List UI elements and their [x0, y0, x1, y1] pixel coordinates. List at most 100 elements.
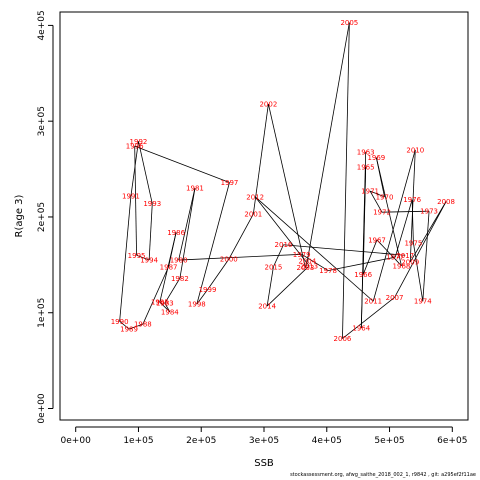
series-segment	[119, 195, 132, 322]
point-label-1975: 1975	[404, 239, 422, 247]
series-segment	[369, 190, 383, 213]
series-segment	[394, 201, 447, 298]
y-axis-title: R(age 3)	[14, 194, 25, 237]
series-segment	[119, 321, 130, 330]
series-segment	[268, 103, 306, 268]
point-label-2004: 2004	[298, 258, 316, 266]
point-label-2009: 2009	[401, 258, 419, 266]
x-axis-title: SSB	[254, 458, 274, 469]
series-segment	[148, 203, 153, 261]
series-segment	[273, 244, 284, 267]
point-label-2002: 2002	[259, 100, 277, 108]
series-segment	[179, 188, 196, 279]
series-segment	[362, 239, 378, 275]
point-label-2017: 2017	[396, 252, 414, 260]
point-label-2001: 2001	[244, 211, 262, 219]
point-label-1995: 1995	[128, 252, 146, 260]
point-label-1994: 1994	[140, 257, 158, 265]
point-label-1991: 1991	[122, 192, 140, 200]
point-label-2011: 2011	[364, 298, 382, 306]
point-label-1964: 1964	[352, 325, 370, 333]
series-segment	[196, 182, 230, 305]
point-label-1983: 1983	[156, 300, 174, 308]
point-label-2012: 2012	[246, 193, 264, 201]
series-segment	[375, 157, 385, 197]
series-segment	[138, 141, 153, 204]
x-tick-label: 3e+05	[249, 436, 279, 446]
series-segment	[306, 22, 350, 262]
point-label-1967: 1967	[368, 236, 386, 244]
series-segment	[369, 190, 385, 198]
point-label-1992: 1992	[130, 138, 148, 146]
point-label-1978: 1978	[319, 267, 337, 275]
point-label-2014: 2014	[258, 303, 276, 311]
series-segment	[342, 297, 395, 339]
point-label-1993: 1993	[143, 200, 161, 208]
x-tick-label: 6e+05	[437, 436, 467, 446]
series-segment	[362, 167, 367, 275]
point-label-1981: 1981	[186, 185, 204, 193]
point-label-1987: 1987	[160, 263, 178, 271]
point-label-1972: 1972	[373, 209, 391, 217]
point-label-2003: 2003	[297, 264, 315, 272]
point-label-1979: 1979	[293, 251, 311, 259]
point-label-2010: 2010	[406, 146, 424, 154]
y-tick-label: 1e+05	[37, 298, 47, 328]
point-label-1997: 1997	[221, 179, 239, 187]
series-segment	[136, 254, 150, 261]
point-label-1989: 1989	[120, 326, 138, 334]
x-tick-label: 1e+05	[123, 436, 153, 446]
series-segment	[409, 201, 447, 263]
point-label-1966: 1966	[354, 271, 372, 279]
point-label-2008: 2008	[437, 198, 455, 206]
point-label-1982: 1982	[171, 275, 189, 283]
plot-frame	[59, 11, 469, 421]
point-label-1996: 1996	[126, 143, 144, 151]
x-tick-label: 4e+05	[312, 436, 342, 446]
series-segment	[394, 199, 413, 258]
series-segment	[266, 266, 274, 307]
series-segment	[254, 196, 310, 267]
series-segment	[283, 244, 406, 256]
series-segment	[409, 149, 416, 262]
point-label-1969: 1969	[367, 154, 385, 162]
point-label-1968: 1968	[393, 262, 411, 270]
series-segment	[159, 301, 171, 313]
point-label-1988: 1988	[134, 321, 152, 329]
point-label-1973: 1973	[420, 208, 438, 216]
series-segment	[376, 239, 402, 267]
series-segment	[128, 323, 143, 330]
series-segment	[381, 210, 430, 213]
series-segment	[266, 265, 310, 307]
point-label-2000: 2000	[220, 256, 238, 264]
point-label-1986: 1986	[167, 229, 185, 237]
point-label-2016: 2016	[275, 241, 293, 249]
point-label-2006: 2006	[334, 335, 352, 343]
point-label-1980: 1980	[170, 257, 188, 265]
point-label-2015: 2015	[265, 263, 283, 271]
point-label-1985: 1985	[151, 299, 169, 307]
series-segment	[196, 289, 208, 305]
series-segment	[168, 232, 177, 267]
y-axis: 0e+00 1e+05 2e+05 3e+05 4e+05	[37, 10, 54, 424]
point-label-1971: 1971	[361, 188, 379, 196]
y-tick-label: 2e+05	[37, 202, 47, 232]
point-label-2013: 2013	[300, 262, 318, 270]
point-label-1974: 1974	[414, 298, 432, 306]
point-label-1998: 1998	[188, 301, 206, 309]
point-label-1976: 1976	[403, 196, 421, 204]
series-segment	[252, 103, 269, 215]
point-label-1999: 1999	[199, 286, 217, 294]
series-segment	[228, 213, 254, 260]
footnote: stockassessment.org, afwg_saithe_2018_00…	[290, 472, 476, 478]
point-label-1984: 1984	[161, 308, 179, 316]
series-segment	[134, 145, 230, 183]
point-label-1990: 1990	[111, 318, 129, 326]
y-tick-label: 0e+00	[37, 393, 47, 424]
point-label-1970: 1970	[376, 193, 394, 201]
series-segment	[164, 278, 181, 304]
point-label-1965: 1965	[357, 164, 375, 172]
y-tick-label: 4e+05	[37, 10, 47, 40]
